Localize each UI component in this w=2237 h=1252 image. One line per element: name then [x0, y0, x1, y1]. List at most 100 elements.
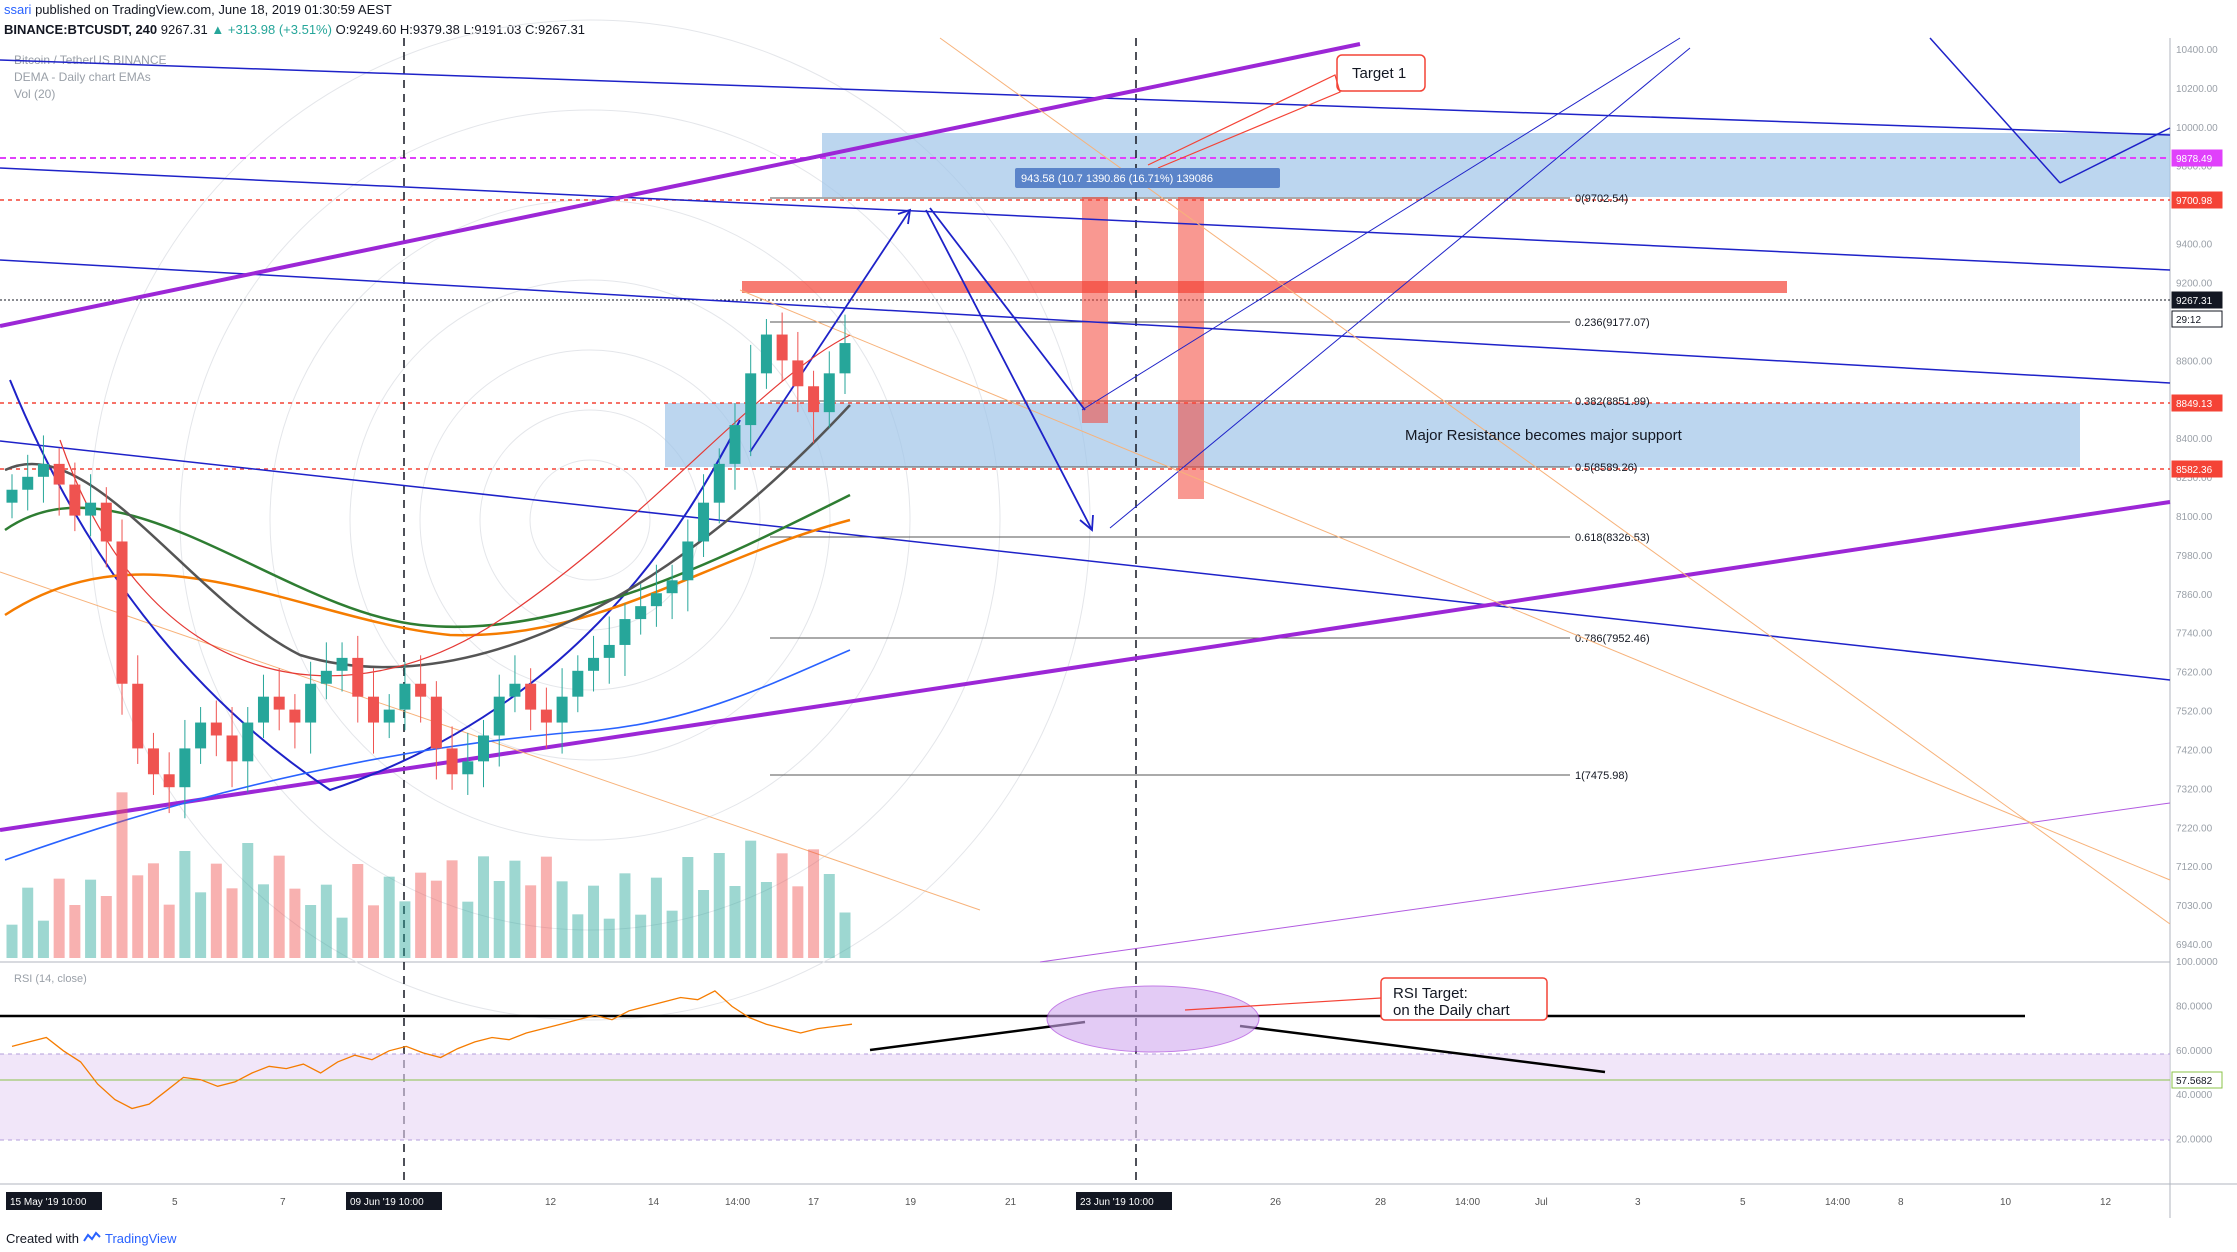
rsi-label[interactable]: RSI (14, close)	[14, 973, 87, 985]
measure-label-box[interactable]	[1015, 168, 1280, 188]
candle-body	[336, 657, 348, 671]
legend-volume[interactable]: Vol (20)	[14, 87, 56, 101]
footer-created-with: Created with	[6, 1231, 79, 1246]
candle-body	[226, 735, 238, 762]
rsi-callout-line1: RSI Target:	[1393, 985, 1468, 1002]
candle-body	[69, 484, 81, 516]
price-tick: 10200.00	[2176, 84, 2218, 95]
time-tick: 14:00	[725, 1197, 750, 1208]
support-zone-text: Major Resistance becomes major support	[1405, 427, 1683, 444]
projection-arrows[interactable]	[749, 207, 1094, 532]
time-tick: 19	[905, 1197, 917, 1208]
price-tick: 7120.00	[2176, 862, 2213, 873]
price-tag-text: 29:12	[2176, 315, 2201, 326]
volume-bar	[682, 857, 694, 958]
volume-bar	[163, 904, 175, 958]
volume-bar	[320, 884, 332, 958]
target-callout-box[interactable]	[1336, 54, 1426, 92]
volume-bar	[399, 901, 411, 958]
candle-body	[383, 709, 395, 723]
candle-body	[85, 502, 97, 516]
price-tick: 7320.00	[2176, 784, 2213, 795]
price-tick: 7520.00	[2176, 707, 2213, 718]
indicator-legend: Bitcoin / TetherUS BINANCE DEMA - Daily …	[14, 52, 167, 103]
time-tick: 28	[1375, 1197, 1387, 1208]
time-tick: 14:00	[1825, 1197, 1850, 1208]
time-tick: 3	[1635, 1197, 1641, 1208]
volume-bar	[85, 879, 97, 958]
time-tick: 14	[648, 1197, 660, 1208]
candle-body	[666, 580, 678, 594]
time-axis[interactable]: 15 May '19 10:00 5 7 09 Jun '19 10:00 12 14 14…	[6, 1192, 2112, 1210]
fib-0: 0(9702.54)	[1575, 193, 1628, 205]
legend-dema[interactable]: DEMA - Daily chart EMAs	[14, 70, 151, 84]
candle-body	[682, 541, 694, 581]
tradingview-logo-icon[interactable]	[83, 1231, 101, 1246]
rsi-last-tag: 57.5682	[2171, 1071, 2223, 1089]
volume-bar	[179, 851, 191, 958]
price-axis[interactable]: 10400.0010200.0010000.009800.009600.0094…	[2176, 45, 2218, 951]
candle-body	[823, 373, 835, 413]
price-tag-box	[2171, 310, 2223, 328]
price-tick: 8800.00	[2176, 356, 2213, 367]
fib-0382: 0.382(8851.99)	[1575, 396, 1650, 408]
rsi-callout-line2: on the Daily chart	[1393, 1002, 1511, 1019]
candle-body	[478, 735, 490, 762]
price-tag-box	[2171, 191, 2223, 209]
volume-bar	[132, 875, 144, 958]
fib-retracement[interactable]	[770, 197, 1570, 776]
candle-body	[493, 696, 505, 736]
candle-body	[713, 463, 725, 503]
volume-bar	[116, 792, 128, 958]
candle-body	[399, 683, 411, 710]
time-tick: 15 May '19 10:00	[10, 1197, 87, 1208]
rsi-axis[interactable]: 100.0000 80.0000 60.0000 40.0000 20.0000	[2176, 957, 2218, 1146]
volume-bar	[352, 864, 364, 958]
time-tick: Jul	[1535, 1197, 1548, 1208]
candle-body	[430, 696, 442, 749]
volume-bar	[760, 882, 772, 958]
candle-series[interactable]	[6, 312, 851, 819]
rsi-callout-box[interactable]	[1380, 977, 1548, 1021]
volume-bar	[509, 860, 521, 958]
candle-body	[760, 334, 772, 374]
price-tag-text: 9267.31	[2176, 296, 2213, 307]
price-tag-text: 9700.98	[2176, 196, 2213, 207]
footer-brand[interactable]: TradingView	[104, 1231, 177, 1246]
price-tick: 7860.00	[2176, 590, 2213, 601]
price-tag-box	[2171, 394, 2223, 412]
candle-body	[698, 502, 710, 542]
rsi-target-ellipse[interactable]	[1046, 985, 1260, 1053]
volume-bar	[415, 872, 427, 958]
volume-bar	[792, 886, 804, 958]
rsi-trend-down[interactable]	[1239, 1024, 1606, 1074]
candle-body	[367, 696, 379, 723]
candle-body	[320, 670, 332, 684]
candle-body	[603, 644, 615, 658]
volume-bar	[540, 856, 552, 958]
time-tick: 10	[2000, 1197, 2012, 1208]
legend-symbol[interactable]: Bitcoin / TetherUS BINANCE	[14, 53, 167, 67]
rsi-band	[0, 1054, 2170, 1140]
parabolic-curve[interactable]	[9, 379, 741, 792]
projection-bar-1[interactable]	[1082, 197, 1108, 423]
fib-0236: 0.236(9177.07)	[1575, 317, 1650, 329]
price-tick: 7420.00	[2176, 745, 2213, 756]
author-name[interactable]: ssari	[4, 2, 32, 17]
candle-body	[53, 463, 65, 485]
resistance-bar[interactable]	[742, 281, 1787, 293]
time-tick: 26	[1270, 1197, 1282, 1208]
volume-bar	[226, 888, 238, 958]
trend-lines[interactable]	[0, 37, 2171, 963]
measure-label-text: 943.58 (10.7 1390.86 (16.71%) 139086	[1021, 173, 1213, 185]
rsi-tick: 80.0000	[2176, 1001, 2213, 1012]
candle-body	[588, 657, 600, 671]
support-zone[interactable]	[665, 403, 2080, 467]
candle-body	[195, 722, 207, 749]
rsi-callout-pointer	[1184, 997, 1382, 1011]
rsi-tick: 100.0000	[2176, 957, 2218, 968]
rsi-tick: 20.0000	[2176, 1135, 2213, 1146]
volume-bar	[257, 884, 269, 958]
footer: Created with TradingView	[6, 1231, 177, 1246]
